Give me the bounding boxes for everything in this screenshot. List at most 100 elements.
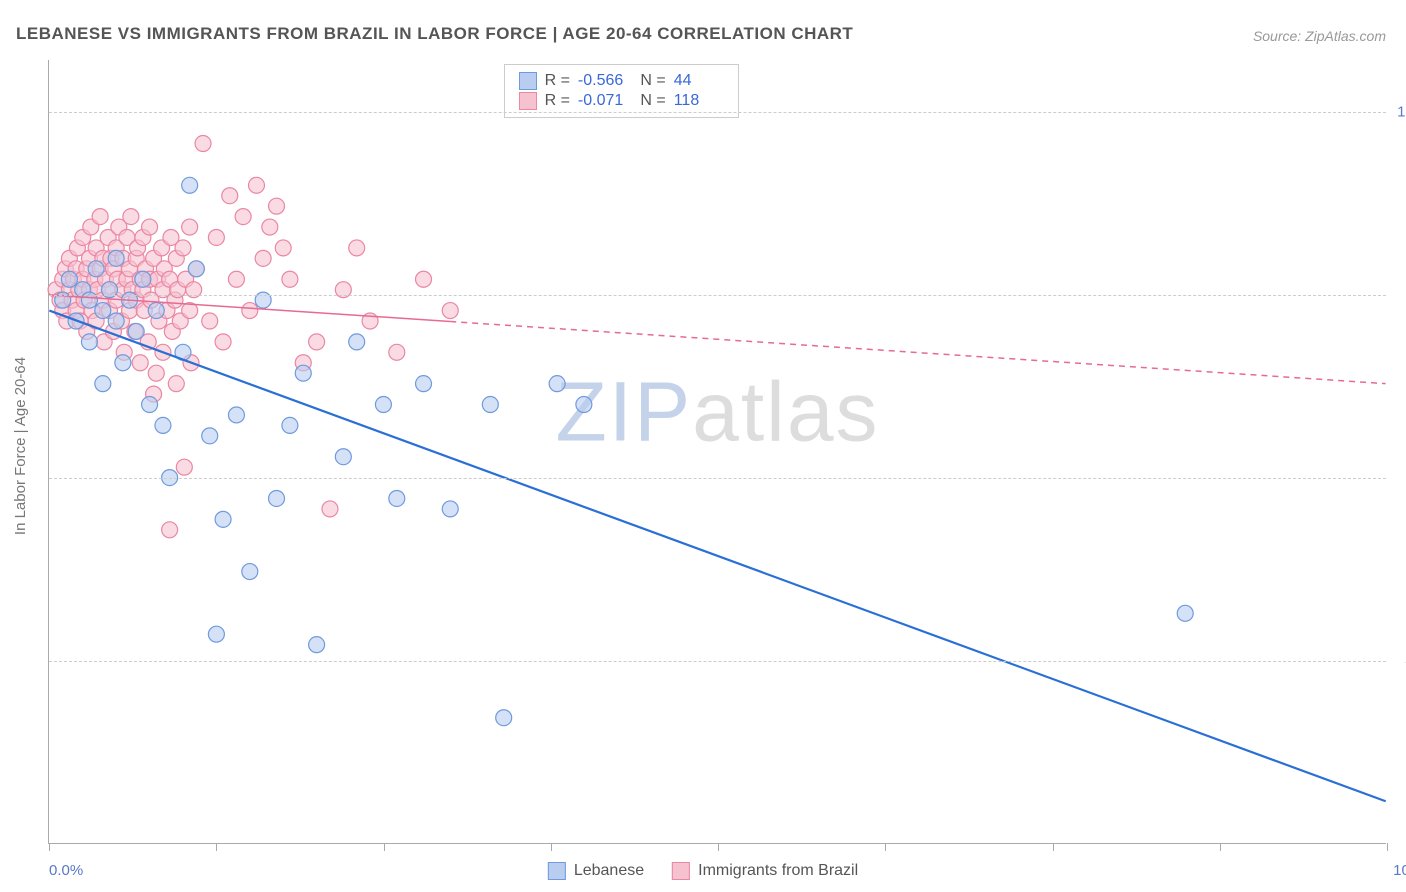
lebanese-point	[282, 417, 298, 433]
source-attribution: Source: ZipAtlas.com	[1253, 28, 1386, 44]
x-tick-label-start: 0.0%	[49, 862, 83, 879]
lebanese-point	[135, 271, 151, 287]
brazil-r-value: -0.071	[578, 92, 628, 110]
lebanese-point	[309, 637, 325, 653]
brazil-point	[202, 313, 218, 329]
brazil-point	[242, 303, 258, 319]
lebanese-point	[482, 397, 498, 413]
chart-plot-area: ZIPatlas R = -0.566 N = 44 R = -0.071 N …	[48, 60, 1386, 844]
brazil-point	[416, 271, 432, 287]
legend-item-brazil: Immigrants from Brazil	[672, 862, 858, 880]
lebanese-point	[416, 376, 432, 392]
lebanese-point	[269, 490, 285, 506]
brazil-point	[162, 522, 178, 538]
brazil-point	[442, 303, 458, 319]
x-tick	[1053, 843, 1054, 851]
r-label: R =	[545, 92, 570, 110]
brazil-point	[309, 334, 325, 350]
lebanese-point	[108, 250, 124, 266]
x-tick	[551, 843, 552, 851]
x-tick	[49, 843, 50, 851]
brazil-point	[92, 209, 108, 225]
brazil-point	[132, 355, 148, 371]
lebanese-point	[188, 261, 204, 277]
brazil-point	[168, 376, 184, 392]
x-tick	[1220, 843, 1221, 851]
brazil-point	[262, 219, 278, 235]
lebanese-point	[335, 449, 351, 465]
lebanese-point	[576, 397, 592, 413]
lebanese-trend	[49, 311, 1385, 802]
lebanese-point	[128, 323, 144, 339]
lebanese-point	[115, 355, 131, 371]
legend-item-lebanese: Lebanese	[548, 862, 644, 880]
lebanese-point	[228, 407, 244, 423]
lebanese-legend-swatch	[548, 862, 566, 880]
lebanese-n-value: 44	[674, 72, 724, 90]
lebanese-point	[61, 271, 77, 287]
lebanese-point	[389, 490, 405, 506]
lebanese-point	[215, 511, 231, 527]
brazil-point	[248, 177, 264, 193]
brazil-point	[175, 240, 191, 256]
x-tick	[1387, 843, 1388, 851]
lebanese-point	[155, 417, 171, 433]
x-tick	[216, 843, 217, 851]
brazil-point	[208, 229, 224, 245]
gridline	[49, 112, 1386, 113]
brazil-point	[282, 271, 298, 287]
x-tick	[885, 843, 886, 851]
brazil-point	[389, 344, 405, 360]
lebanese-point	[95, 303, 111, 319]
lebanese-point	[295, 365, 311, 381]
chart-title: LEBANESE VS IMMIGRANTS FROM BRAZIL IN LA…	[16, 24, 853, 44]
n-label: N =	[636, 72, 666, 90]
bottom-legend: Lebanese Immigrants from Brazil	[548, 862, 858, 880]
lebanese-point	[349, 334, 365, 350]
lebanese-point	[95, 376, 111, 392]
y-axis-label: In Labor Force | Age 20-64	[12, 357, 29, 535]
y-tick-label: 100.0%	[1397, 104, 1406, 121]
scatter-plot-svg	[49, 60, 1386, 843]
brazil-legend-label: Immigrants from Brazil	[698, 862, 858, 880]
gridline	[49, 295, 1386, 296]
lebanese-point	[148, 303, 164, 319]
lebanese-point	[81, 334, 97, 350]
brazil-point	[275, 240, 291, 256]
lebanese-r-value: -0.566	[578, 72, 628, 90]
stats-row-lebanese: R = -0.566 N = 44	[519, 71, 724, 91]
brazil-point	[123, 209, 139, 225]
brazil-point	[142, 219, 158, 235]
x-tick	[718, 843, 719, 851]
stats-row-brazil: R = -0.071 N = 118	[519, 91, 724, 111]
n-label: N =	[636, 92, 666, 110]
brazil-swatch	[519, 92, 537, 110]
lebanese-point	[549, 376, 565, 392]
r-label: R =	[545, 72, 570, 90]
lebanese-point	[442, 501, 458, 517]
brazil-point	[322, 501, 338, 517]
lebanese-swatch	[519, 72, 537, 90]
lebanese-point	[375, 397, 391, 413]
x-tick-label-end: 100.0%	[1393, 862, 1406, 879]
brazil-point	[195, 136, 211, 152]
brazil-point	[228, 271, 244, 287]
lebanese-legend-label: Lebanese	[574, 862, 644, 880]
lebanese-point	[182, 177, 198, 193]
lebanese-point	[1177, 605, 1193, 621]
lebanese-point	[88, 261, 104, 277]
lebanese-point	[202, 428, 218, 444]
lebanese-point	[142, 397, 158, 413]
brazil-point	[182, 219, 198, 235]
brazil-point	[148, 365, 164, 381]
x-tick	[384, 843, 385, 851]
brazil-point	[255, 250, 271, 266]
brazil-point	[215, 334, 231, 350]
brazil-point	[235, 209, 251, 225]
brazil-point	[176, 459, 192, 475]
lebanese-point	[208, 626, 224, 642]
brazil-point	[222, 188, 238, 204]
correlation-stats-box: R = -0.566 N = 44 R = -0.071 N = 118	[504, 64, 739, 118]
lebanese-point	[108, 313, 124, 329]
brazil-trend-dash	[450, 322, 1385, 384]
